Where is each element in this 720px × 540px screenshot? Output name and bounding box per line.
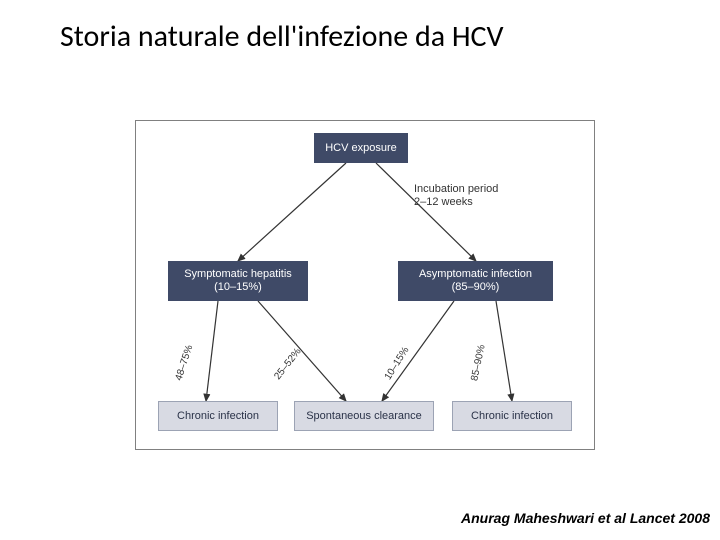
- node-chronic_r: Chronic infection: [452, 401, 572, 431]
- node-clearance: Spontaneous clearance: [294, 401, 434, 431]
- node-asymptomatic: Asymptomatic infection (85–90%): [398, 261, 553, 301]
- node-exposure: HCV exposure: [314, 133, 408, 163]
- node-chronic_l: Chronic infection: [158, 401, 278, 431]
- slide-title: Storia naturale dell'infezione da HCV: [60, 18, 660, 55]
- node-symptomatic: Symptomatic hepatitis (10–15%): [168, 261, 308, 301]
- diagram-frame: 48–75%25–52%10–15%85–90% HCV exposureSym…: [135, 120, 595, 450]
- incubation-label: Incubation period 2–12 weeks: [414, 183, 498, 208]
- slide: Storia naturale dell'infezione da HCV 48…: [0, 0, 720, 540]
- citation: Anurag Maheshwari et al Lancet 2008: [461, 510, 710, 526]
